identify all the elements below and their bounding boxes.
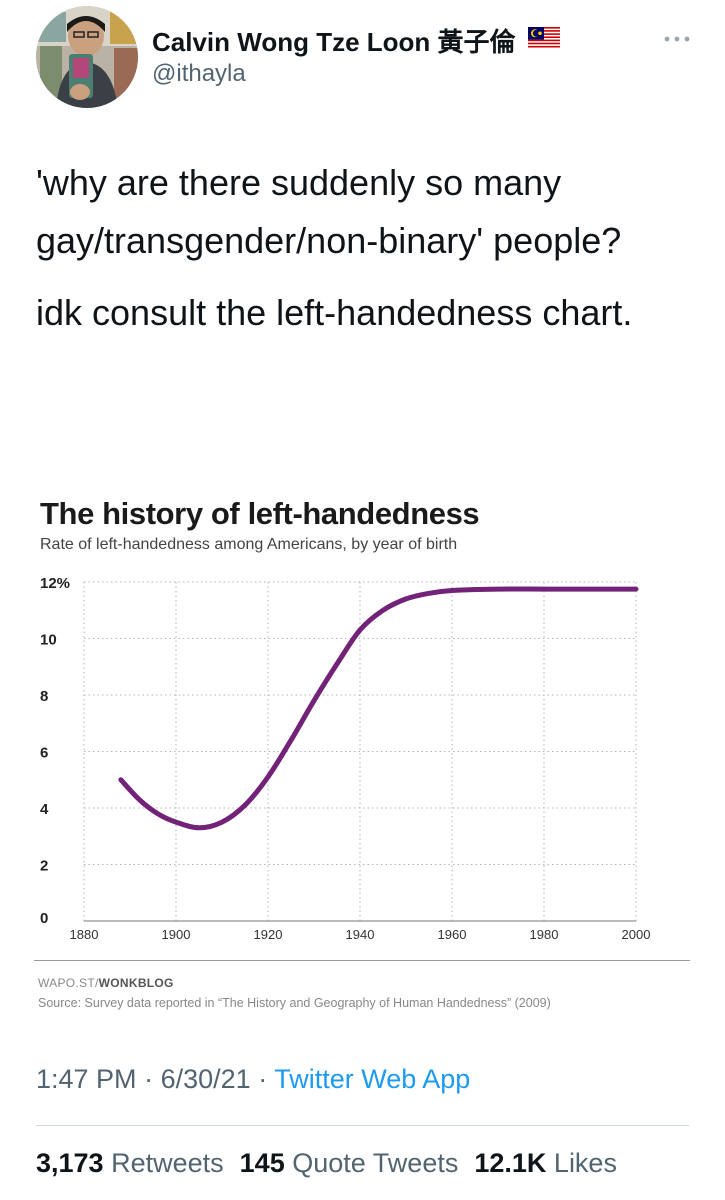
y-tick-label: 10 — [40, 632, 57, 649]
tweet-text: 'why are there suddenly so many gay/tran… — [36, 154, 686, 342]
chart-source-link: WAPO.ST/WONKBLOG — [38, 976, 174, 990]
tweet-date[interactable]: 6/30/21 — [160, 1064, 251, 1094]
series-line — [118, 586, 639, 831]
user-display-name-row[interactable]: Calvin Wong Tze Loon 黃子倫 — [152, 22, 560, 59]
y-tick-label: 4 — [40, 801, 49, 818]
avatar[interactable] — [36, 6, 138, 108]
y-tick-label: 0 — [40, 910, 48, 927]
tweet-time[interactable]: 1:47 PM — [36, 1064, 137, 1094]
y-tick-label: 12% — [40, 575, 70, 592]
source-prefix: WAPO.ST/ — [38, 976, 99, 990]
avatar-photo — [36, 6, 138, 108]
meta-separator: · — [258, 1064, 268, 1094]
tweet-meta: 1:47 PM · 6/30/21 · Twitter Web App — [36, 1064, 470, 1095]
y-tick-label: 6 — [40, 745, 48, 762]
x-tick-label: 2000 — [622, 927, 651, 942]
quote-tweets-stat[interactable]: 145 Quote Tweets — [240, 1148, 459, 1179]
x-tick-label: 1880 — [70, 927, 99, 942]
chart-subtitle: Rate of left-handedness among Americans,… — [40, 536, 458, 553]
meta-separator: · — [144, 1064, 154, 1094]
x-tick-label: 1940 — [346, 927, 375, 942]
tweet-paragraph: idk consult the left-handedness chart. — [36, 292, 633, 333]
retweets-count: 3,173 — [36, 1148, 104, 1178]
chart-divider — [34, 960, 690, 961]
likes-stat[interactable]: 12.1K Likes — [474, 1148, 617, 1179]
retweets-stat[interactable]: 3,173 Retweets — [36, 1148, 224, 1179]
more-icon — [664, 36, 690, 42]
more-options-button[interactable] — [660, 24, 694, 54]
user-handle[interactable]: @ithayla — [152, 60, 246, 87]
chart-title: The history of left-handedness — [40, 496, 480, 531]
tweet-paragraph: 'why are there suddenly so many gay/tran… — [36, 162, 622, 261]
malaysia-flag-icon — [527, 25, 560, 56]
tweet-stats: 3,173 Retweets 145 Quote Tweets 12.1K Li… — [36, 1148, 633, 1179]
retweets-label: Retweets — [111, 1148, 224, 1178]
divider — [36, 1125, 689, 1126]
likes-label: Likes — [553, 1148, 617, 1178]
y-tick-label: 2 — [40, 858, 48, 875]
chart-source-credit: Source: Survey data reported in “The His… — [38, 996, 551, 1010]
x-tick-label: 1900 — [162, 927, 191, 942]
x-tick-label: 1960 — [438, 927, 467, 942]
quote-tweets-count: 145 — [239, 1148, 285, 1178]
source-app-link[interactable]: Twitter Web App — [274, 1064, 471, 1094]
quote-tweets-label: Quote Tweets — [292, 1148, 459, 1178]
source-brand: WONKBLOG — [98, 976, 174, 990]
line-chart: 0 2 4 6 8 10 12% 1880 1900 1920 1940 1960 1980 2000 — [40, 575, 651, 942]
y-tick-label: 8 — [40, 688, 48, 705]
likes-count: 12.1K — [474, 1148, 547, 1178]
chart-image[interactable]: The history of left-handedness Rate of l… — [34, 488, 694, 1028]
x-tick-label: 1980 — [530, 927, 559, 942]
display-name[interactable]: Calvin Wong Tze Loon 黃子倫 — [152, 27, 516, 57]
x-tick-label: 1920 — [254, 927, 283, 942]
